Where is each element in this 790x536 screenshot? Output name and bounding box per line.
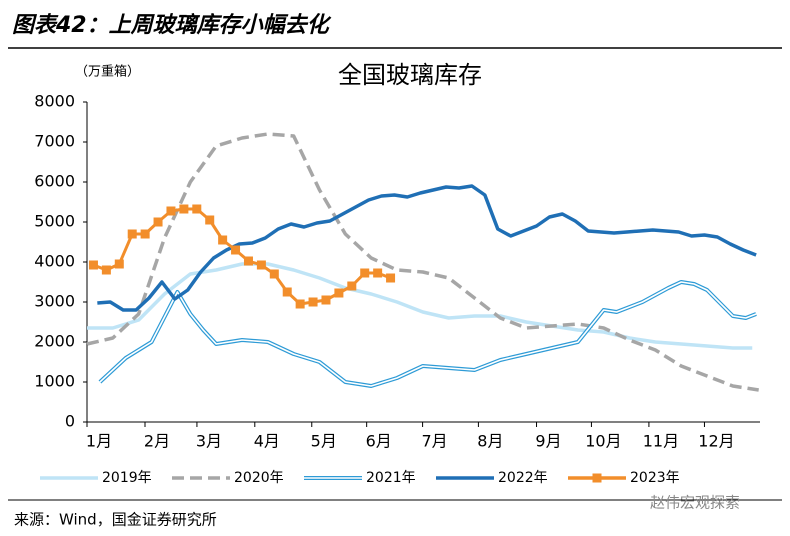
y-tick-label: 0 (65, 412, 75, 431)
y-tick-label: 7000 (34, 132, 75, 151)
watermark: 赵伟宏观探索 (650, 494, 740, 512)
point (308, 297, 318, 307)
series-line (98, 280, 757, 388)
point (101, 265, 111, 275)
legend-label: 2020年 (234, 470, 284, 486)
x-tick-label: 8月 (477, 432, 503, 451)
x-tick-label: 10月 (585, 432, 621, 451)
x-tick-label: 1月 (86, 432, 112, 451)
x-tick-label: 7月 (422, 432, 448, 451)
point (127, 229, 137, 239)
point (334, 288, 344, 298)
point (218, 235, 228, 245)
x-tick-label: 11月 (643, 432, 679, 451)
x-tick-label: 12月 (698, 432, 734, 451)
point (88, 260, 98, 270)
point (192, 204, 202, 214)
y-unit: （万重箱） (75, 64, 140, 80)
y-tick-label: 6000 (34, 172, 75, 191)
point (373, 268, 383, 278)
series-line (92, 207, 392, 306)
point (243, 256, 253, 266)
x-tick-label: 3月 (196, 432, 222, 451)
point (114, 259, 124, 269)
legend-label: 2019年 (102, 470, 152, 486)
point (269, 269, 279, 279)
legend-marker (592, 473, 602, 483)
point (360, 268, 370, 278)
y-tick-label: 5000 (34, 212, 75, 231)
point (282, 287, 292, 297)
point (205, 215, 215, 225)
point (231, 245, 241, 255)
x-tick-label: 9月 (535, 432, 561, 451)
chart-title: 全国玻璃库存 (338, 61, 482, 89)
series-line (86, 132, 759, 392)
legend-label: 2022年 (498, 470, 548, 486)
point (321, 295, 331, 305)
series-line (97, 184, 757, 312)
y-tick-label: 3000 (34, 292, 75, 311)
x-tick-label: 5月 (311, 432, 337, 451)
header: 图表42：上周玻璃库存小幅去化 (12, 12, 332, 38)
point (153, 217, 163, 227)
x-tick-label: 6月 (366, 432, 392, 451)
x-tick-label: 4月 (254, 432, 280, 451)
point (386, 273, 396, 283)
point (166, 206, 176, 216)
point (347, 281, 357, 291)
series-line-inner (99, 281, 757, 387)
point (179, 204, 189, 214)
y-tick-label: 2000 (34, 332, 75, 351)
y-tick-label: 1000 (34, 372, 75, 391)
point (295, 299, 305, 309)
source: 来源：Wind，国金证券研究所 (14, 511, 217, 529)
legend-label: 2023年 (630, 470, 680, 486)
point (140, 229, 150, 239)
y-tick-label: 4000 (34, 252, 75, 271)
x-tick-label: 2月 (144, 432, 170, 451)
legend-label: 2021年 (366, 470, 416, 486)
y-tick-label: 8000 (34, 92, 75, 111)
point (256, 260, 266, 270)
